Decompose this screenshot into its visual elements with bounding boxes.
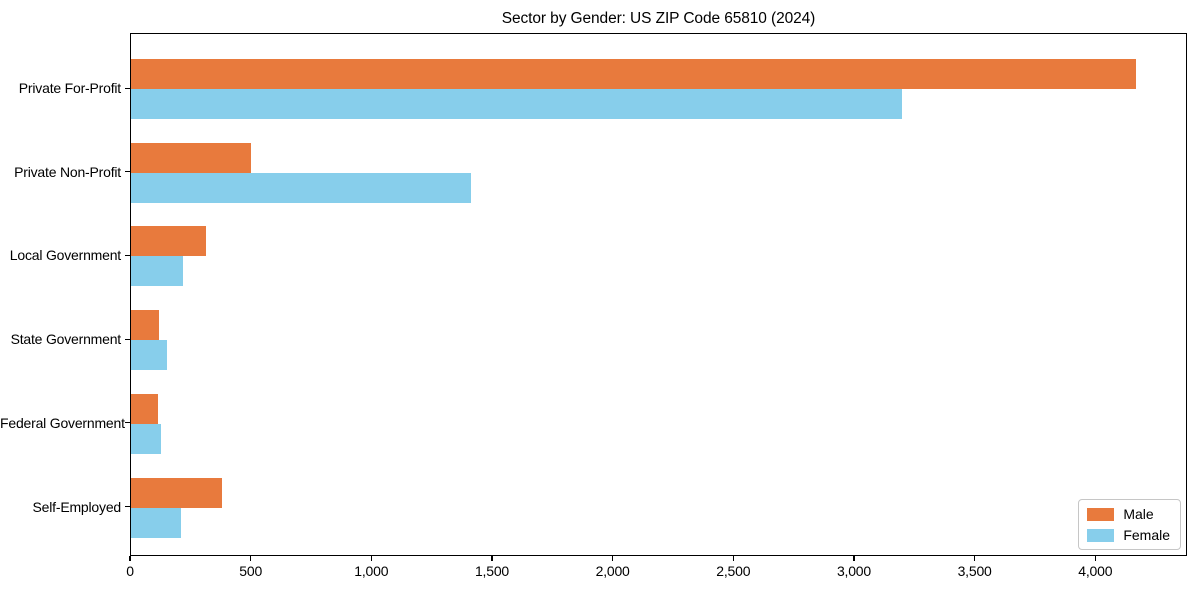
bar-male-private-for-profit	[131, 59, 1137, 89]
x-tick-mark	[250, 556, 252, 561]
x-tick-mark	[129, 556, 131, 561]
x-tick-mark	[974, 556, 976, 561]
x-tick-label: 1,500	[474, 563, 509, 579]
y-tick-mark	[125, 338, 130, 340]
legend-label-male: Male	[1123, 506, 1154, 522]
bar-female-self-employed	[131, 507, 181, 538]
legend-entry-female: Female	[1087, 527, 1170, 543]
bar-male-private-non-profit	[131, 142, 251, 173]
y-tick-mark	[125, 171, 130, 173]
bar-male-state-government	[131, 310, 159, 341]
legend-label-female: Female	[1123, 527, 1170, 543]
x-tick-mark	[612, 556, 614, 561]
x-tick-mark	[491, 556, 493, 561]
bar-male-federal-government	[131, 393, 158, 424]
x-tick-mark	[1094, 556, 1096, 561]
y-tick-label-self-employed: Self-Employed	[32, 498, 122, 515]
x-tick-label: 4,000	[1078, 563, 1113, 579]
x-tick-label: 2,500	[716, 563, 751, 579]
y-tick-mark	[125, 422, 130, 424]
male-color-swatch	[1087, 507, 1115, 521]
y-tick-mark	[125, 87, 130, 89]
bar-female-local-government	[131, 256, 183, 287]
x-tick-label: 0	[126, 563, 134, 579]
x-tick-label: 3,000	[836, 563, 871, 579]
bar-male-self-employed	[131, 477, 222, 508]
legend-entry-male: Male	[1087, 506, 1170, 522]
x-tick-mark	[732, 556, 734, 561]
x-tick-mark	[370, 556, 372, 561]
female-color-swatch	[1087, 528, 1115, 542]
bar-female-state-government	[131, 340, 168, 371]
bar-female-private-non-profit	[131, 172, 472, 203]
x-tick-label: 3,500	[957, 563, 992, 579]
y-tick-label-state-government: State Government	[10, 331, 122, 348]
y-tick-label-local-government: Local Government	[9, 247, 121, 264]
y-tick-mark	[125, 506, 130, 508]
legend: Male Female	[1078, 499, 1181, 550]
chart-title: Sector by Gender: US ZIP Code 65810 (202…	[501, 10, 816, 27]
bar-female-private-for-profit	[131, 89, 902, 119]
x-tick-label: 2,000	[595, 563, 630, 579]
y-tick-label-private-non-profit: Private Non-Profit	[14, 163, 121, 180]
bar-female-federal-government	[131, 423, 162, 454]
y-tick-label-federal-government: Federal Government	[0, 414, 125, 431]
bar-male-local-government	[131, 226, 206, 257]
x-tick-label: 500	[239, 563, 263, 579]
y-tick-label-private-for-profit: Private For-Profit	[18, 80, 121, 96]
y-tick-mark	[125, 254, 130, 257]
plot-area	[130, 33, 1187, 556]
x-tick-mark	[853, 556, 855, 561]
x-tick-label: 1,000	[354, 563, 389, 579]
